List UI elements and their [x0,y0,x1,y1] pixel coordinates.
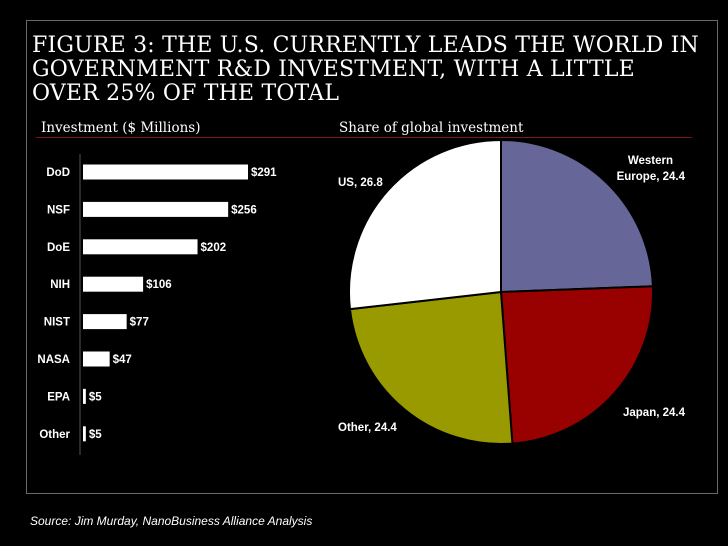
bar-category-label: NIST [44,317,70,329]
bar-nist [83,314,127,330]
title-rule [36,137,692,138]
bar-category-label: EPA [47,391,70,403]
slide-frame [26,20,718,494]
bar-epa [83,388,86,404]
bar-nsf [83,201,229,217]
pie-slice-other [348,290,514,445]
bar-chart-title: Investment ($ Millions) [41,120,201,136]
bar-value-label: $256 [231,204,257,216]
pie-label: Japan, 24.4 [623,407,686,419]
bar-value-label: $291 [251,167,277,179]
bar-other [83,426,86,442]
source-note: Source: Jim Murday, NanoBusiness Allianc… [30,514,313,528]
bar-chart: DoD $291 NSF $256 DoE $202 NIH $106 NIST $77 NASA $… [37,154,277,455]
pie-slice-us [348,138,502,311]
bar-value-label: $106 [146,279,172,291]
bar-category-label: NASA [37,354,70,366]
bar-dod [83,164,248,180]
pie-slice-japan [499,285,654,445]
pie-label: Western Europe, 24.4 [617,155,686,183]
slide-title: FIGURE 3: THE U.S. CURRENTLY LEADS THE W… [32,33,699,106]
bar-value-label: $47 [113,354,132,366]
bar-value-label: $5 [89,391,102,403]
bar-value-label: $202 [201,242,227,254]
bar-value-label: $77 [130,317,149,329]
bar-category-label: DoD [46,167,70,179]
pie-chart-title: Share of global investment [339,120,524,136]
bar-category-label: DoE [47,242,70,254]
bar-nih [83,276,144,292]
bar-category-label: NIH [50,279,70,291]
bar-doe [83,239,198,255]
bar-nasa [83,351,110,367]
pie-label: Other, 24.4 [338,422,397,434]
bar-value-label: $5 [89,429,102,441]
pie-label: US, 26.8 [338,177,383,189]
pie-slice-western-europe [500,138,654,294]
bar-category-label: NSF [47,204,70,216]
bar-category-label: Other [39,429,70,441]
pie-chart: Western Europe, 24.4 Japan, 24.4 Other, 24.… [338,138,686,445]
